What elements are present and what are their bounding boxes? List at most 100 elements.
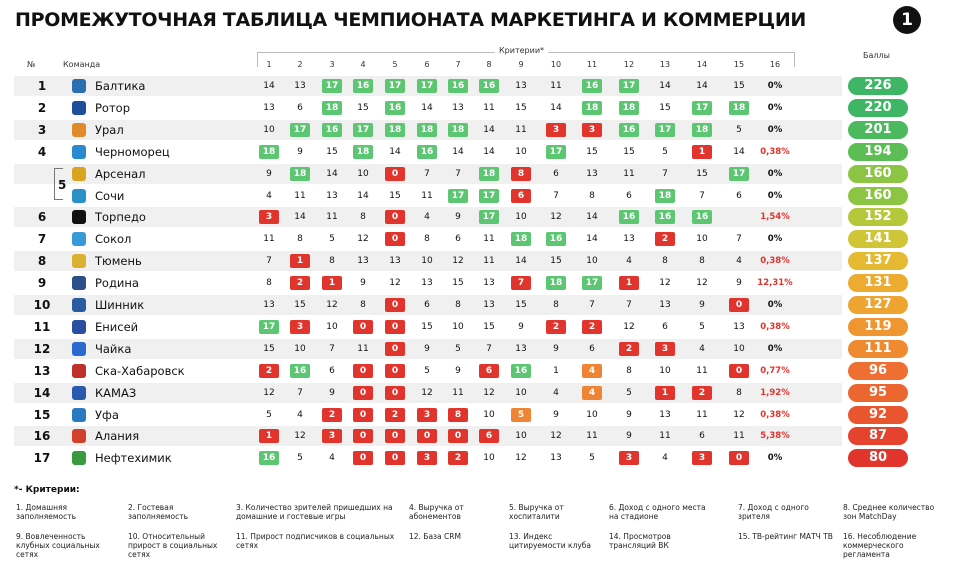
criteria-cell: 18 <box>582 100 602 115</box>
criteria-cell: 12 <box>696 278 708 289</box>
criteria-cell: 13 <box>550 453 562 464</box>
criteria-cell: 9 <box>736 278 742 289</box>
criteria-cell: 2 <box>448 451 468 466</box>
criteria-cell: 16 <box>692 210 712 225</box>
rank: 10 <box>33 298 51 312</box>
table-row: 12 Чайка 15 10 7 11 0 9 5 7 13 9 6 2 3 4 10 0% 111 <box>14 338 908 359</box>
criteria-cell: 10 <box>696 234 708 245</box>
criteria-cell: 1 <box>655 385 675 400</box>
criteria-cell: 0 <box>385 232 405 247</box>
table-row: 9 Родина 8 2 1 9 12 13 15 13 7 18 17 1 12 12 9 12,31% 131 <box>14 273 908 293</box>
criteria-cell: 14 <box>586 234 598 245</box>
criteria-cell: 13 <box>357 256 369 267</box>
legend-item: 3. Количество зрителей пришедших на дома… <box>236 503 393 521</box>
table-row: 4 Черноморец 18 9 15 18 14 16 14 14 10 17 15 15 5 1 14 0,… <box>14 142 908 162</box>
criteria-cell: 15 <box>389 190 401 201</box>
criteria-cell: 11 <box>263 234 275 245</box>
table-row: 16 Алания 1 12 3 0 0 0 0 6 10 12 11 9 11 6 11 5,38% 87 <box>14 426 908 447</box>
criteria-cell: 5 <box>589 453 595 464</box>
criteria-cell: 10 <box>421 256 433 267</box>
criteria-cell: 0 <box>353 385 373 400</box>
rank: 11 <box>33 319 51 334</box>
criteria-cell: 2 <box>655 232 675 247</box>
criteria-16-value: 0% <box>767 124 783 135</box>
criteria-cell: 14 <box>696 81 708 91</box>
criteria-cell: 1 <box>322 276 342 291</box>
table-row: Арсенал 9 18 14 10 0 7 7 18 8 6 13 11 7 15 17 0% 160 <box>14 163 908 184</box>
criteria-16-value: 5,38% <box>760 431 790 442</box>
criteria-cell: 0 <box>385 298 405 312</box>
table-row: 2 Ротор 13 6 18 15 16 14 13 11 15 14 18 18 15 17 18 0% 220 <box>14 98 908 118</box>
criteria-col-15: 15 <box>733 60 745 69</box>
criteria-cell: 15 <box>696 168 708 179</box>
points-badge: 92 <box>848 405 908 424</box>
criteria-cell: 13 <box>623 234 635 245</box>
criteria-cell: 3 <box>655 341 675 356</box>
criteria-cell: 10 <box>294 343 306 354</box>
criteria-cell: 8 <box>553 300 559 310</box>
legend-item: 1. Домашняя заполняемость <box>16 503 77 521</box>
team-name: Ротор <box>95 100 131 115</box>
criteria-cell: 12 <box>733 409 745 420</box>
team-name: Алания <box>95 429 140 444</box>
criteria-cell: 10 <box>326 321 338 332</box>
criteria-cell: 1 <box>553 365 559 376</box>
criteria-cell: 7 <box>589 300 595 310</box>
criteria-cell: 11 <box>733 431 745 442</box>
table-row: 3 Урал 10 17 16 17 18 18 18 14 11 3 3 16 17 18 5 0% 201 <box>14 119 908 140</box>
points-badge: 87 <box>848 427 908 446</box>
rank: 12 <box>33 341 51 356</box>
criteria-cell: 10 <box>483 453 495 464</box>
criteria-cell: 4 <box>736 256 742 267</box>
criteria-cell: 10 <box>586 409 598 420</box>
criteria-16-value: 0,38% <box>760 409 790 420</box>
team-logo-icon <box>72 79 86 93</box>
criteria-cell: 4 <box>553 387 559 398</box>
criteria-cell: 11 <box>357 343 369 354</box>
criteria-cell: 0 <box>385 166 405 181</box>
criteria-cell: 17 <box>385 79 405 93</box>
criteria-cell: 12 <box>389 278 401 289</box>
header-num: № <box>27 60 36 69</box>
criteria-cell: 6 <box>511 188 531 203</box>
criteria-cell: 12 <box>659 278 671 289</box>
criteria-16-value: 0% <box>767 343 783 354</box>
criteria-cell: 8 <box>448 407 468 422</box>
shared-rank-bracket <box>54 168 63 200</box>
criteria-cell: 8 <box>360 300 366 310</box>
criteria-cell: 15 <box>421 321 433 332</box>
criteria-cell: 6 <box>455 234 461 245</box>
criteria-col-5: 5 <box>392 60 398 69</box>
criteria-cell: 12 <box>326 300 338 310</box>
criteria-cell: 2 <box>322 407 342 422</box>
criteria-cell: 0 <box>729 451 749 466</box>
team-name: Енисей <box>95 319 139 334</box>
points-badge: 152 <box>848 208 908 227</box>
legend-item: 7. Доход с одного зрителя <box>738 503 809 521</box>
criteria-cell: 5 <box>626 387 632 398</box>
criteria-cell: 6 <box>329 365 335 376</box>
rank: 2 <box>37 100 47 115</box>
criteria-cell: 11 <box>421 190 433 201</box>
brand-logo: 1 <box>893 6 921 34</box>
header-team: Команда <box>63 60 101 69</box>
criteria-cell: 16 <box>619 122 639 137</box>
criteria-cell: 15 <box>483 321 495 332</box>
criteria-cell: 14 <box>452 146 464 157</box>
criteria-cell: 5 <box>329 234 335 245</box>
criteria-cell: 2 <box>385 407 405 422</box>
legend-item: 4. Выручка от абонементов <box>409 503 464 521</box>
points-badge: 137 <box>848 252 908 271</box>
criteria-cell: 16 <box>290 363 310 378</box>
criteria-cell: 4 <box>626 256 632 267</box>
criteria-cell: 18 <box>729 100 749 115</box>
criteria-cell: 18 <box>511 232 531 247</box>
criteria-cell: 13 <box>659 409 671 420</box>
criteria-cell: 9 <box>424 343 430 354</box>
criteria-cell: 11 <box>483 256 495 267</box>
criteria-cell: 9 <box>699 300 705 310</box>
criteria-col-1: 1 <box>266 60 272 69</box>
criteria-cell: 7 <box>553 190 559 201</box>
criteria-cell: 5 <box>455 343 461 354</box>
rank: 6 <box>37 210 47 225</box>
